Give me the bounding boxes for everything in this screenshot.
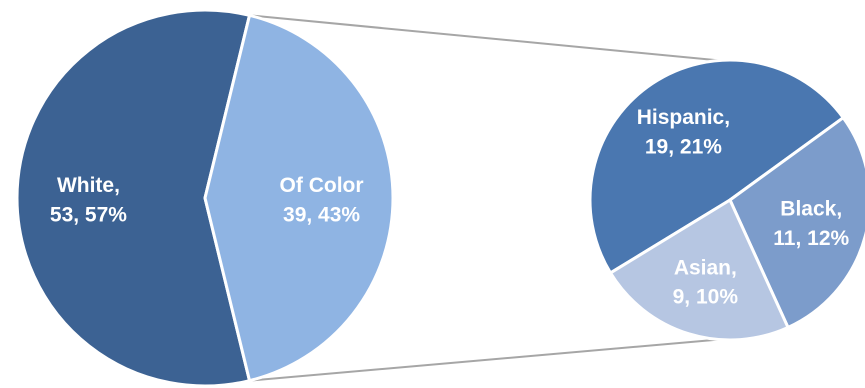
main-label-of-color: Of Color 39, 43% xyxy=(280,174,364,226)
connector-line-top xyxy=(249,14,726,62)
sub-label-hispanic: Hispanic, 19, 21% xyxy=(637,106,730,158)
main-label-line: Of Color xyxy=(280,174,364,197)
sub-slice-hispanic xyxy=(588,58,846,275)
sub-label-line: 9, 10% xyxy=(673,286,739,309)
sub-label-line: Hispanic, xyxy=(637,106,730,129)
slice-labels: White, 53, 57% Of Color 39, 43% Hispanic, 19,… xyxy=(50,106,850,309)
main-label-line: White, xyxy=(57,174,120,197)
main-slice-of-color xyxy=(203,13,395,383)
sub-label-black: Black, 11, 12% xyxy=(773,197,849,249)
sub-label-line: 11, 12% xyxy=(773,227,849,250)
sub-slice-black xyxy=(728,115,865,330)
sub-label-asian: Asian, 9, 10% xyxy=(673,256,739,308)
connector-line-bottom xyxy=(249,338,726,382)
main-pie xyxy=(15,8,395,388)
sub-label-line: 19, 21% xyxy=(645,136,722,159)
main-label-white: White, 53, 57% xyxy=(50,174,127,226)
main-label-line: 53, 57% xyxy=(50,203,127,226)
sub-pie xyxy=(588,58,865,342)
connector-lines xyxy=(249,14,726,382)
main-slice-white xyxy=(15,8,252,388)
sub-label-line: Asian, xyxy=(674,256,737,279)
sub-slice-asian xyxy=(608,197,790,342)
sub-label-line: Black, xyxy=(780,197,842,220)
main-label-line: 39, 43% xyxy=(283,203,360,226)
